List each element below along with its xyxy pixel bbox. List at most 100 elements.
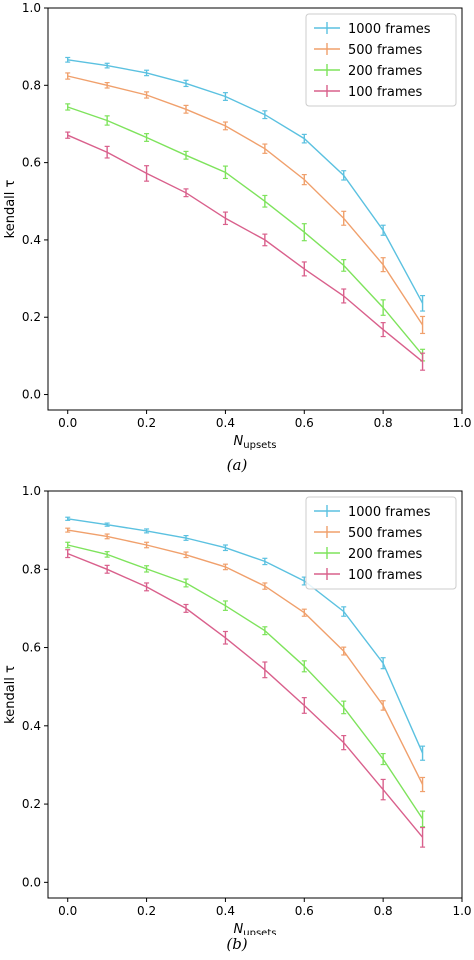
error-bar (104, 115, 110, 126)
error-bar (65, 541, 71, 549)
y-tick-label: 1.0 (22, 1, 41, 15)
error-bar (420, 315, 426, 335)
y-axis-label: kendall τ (3, 179, 18, 238)
legend-item: 500 frames (314, 43, 422, 58)
error-bar (183, 79, 189, 88)
legend-box (305, 496, 457, 590)
error-bar (65, 72, 71, 80)
y-tick-label: 1.0 (22, 485, 41, 498)
error-bar (262, 194, 268, 208)
series-4-b (65, 549, 426, 848)
error-bar (222, 563, 228, 571)
error-bar (380, 299, 386, 316)
error-bar (65, 131, 71, 139)
x-tick-label: 0.4 (216, 416, 235, 430)
axes-frame-b (47, 490, 463, 899)
legend-item: 1000 frames (314, 22, 431, 37)
series-1-a (65, 56, 426, 312)
legend-box (305, 13, 457, 107)
error-bar (380, 657, 386, 670)
x-tick-label: 0.0 (58, 416, 77, 430)
y-tick-label: 0.2 (22, 797, 41, 811)
legend-label: 200 frames (348, 547, 422, 562)
error-bar (144, 133, 150, 142)
error-bar (301, 173, 307, 186)
error-bar (104, 564, 110, 574)
series-4-a (65, 131, 426, 371)
error-bar (65, 56, 71, 63)
series-line (67, 552, 424, 838)
error-bar (183, 603, 189, 613)
error-bar (222, 630, 228, 645)
error-bar (380, 224, 386, 236)
series-line (67, 529, 424, 785)
error-bar (341, 646, 347, 656)
error-bar (380, 322, 386, 338)
x-tick-label: 0.8 (374, 416, 393, 430)
legend-label: 1000 frames (348, 22, 431, 37)
error-bar (301, 223, 307, 242)
error-bar (144, 582, 150, 592)
legend-label: 200 frames (348, 64, 422, 79)
error-bar (144, 565, 150, 573)
error-bar (183, 188, 189, 198)
error-bar (420, 294, 426, 312)
y-axis-label: kendall τ (3, 665, 18, 724)
series-line (67, 106, 424, 356)
series-line (67, 544, 424, 820)
error-bar (183, 535, 189, 541)
error-bar (420, 745, 426, 761)
error-bar (183, 104, 189, 114)
error-bar (65, 527, 71, 533)
error-bar (301, 261, 307, 277)
error-bar (104, 82, 110, 89)
error-bar (65, 516, 71, 521)
chart-panel-a: 0.0 0.2 0.4 0.6 0.8 1.0 0.0 0.2 0.4 0.6 0.8 1.0 Nups… (3, 1, 472, 474)
error-bar (183, 578, 189, 588)
x-tick-label: 0.2 (137, 416, 156, 430)
error-bar (104, 551, 110, 558)
y-tick-label: 0.6 (22, 641, 41, 655)
error-bar (380, 700, 386, 711)
error-bar (341, 734, 347, 751)
legend-item: 200 frames (314, 547, 422, 562)
axes-frame-a (47, 7, 463, 411)
series-2-a (65, 72, 426, 335)
series-1-b (65, 516, 426, 761)
error-bar (262, 110, 268, 120)
error-bar (222, 544, 228, 552)
error-bar (341, 606, 347, 617)
error-bar (222, 92, 228, 101)
chart-b-svg: 0.0 0.2 0.4 0.6 0.8 1.0 0.0 0.2 0.4 0.6 0.8 1.0 Nups… (3, 485, 472, 935)
x-axis-label: Nupsets (234, 922, 277, 935)
error-bar (262, 661, 268, 679)
error-bar (65, 549, 71, 559)
error-bar (262, 557, 268, 566)
x-axis-label: Nupsets (234, 434, 277, 451)
x-tick-label: 0.4 (216, 904, 235, 918)
error-bar (183, 551, 189, 559)
legend-label: 100 frames (348, 85, 422, 100)
error-bar (222, 121, 228, 131)
legend-label: 500 frames (348, 43, 422, 58)
legend-label: 100 frames (348, 568, 422, 583)
error-bar (301, 608, 307, 617)
error-bar (301, 660, 307, 673)
error-bar (341, 210, 347, 226)
y-tick-label: 0.0 (22, 875, 41, 889)
error-bar (104, 145, 110, 159)
error-bar (144, 69, 150, 77)
error-bar (380, 778, 386, 801)
series-line (67, 134, 424, 363)
error-bar (144, 541, 150, 549)
error-bar (301, 697, 307, 714)
x-tick-label: 0.6 (295, 904, 314, 918)
x-tick-label: 1.0 (452, 416, 471, 430)
error-bar (341, 170, 347, 181)
legend-a: 1000 frames 500 frames 200 frames 100 frame… (305, 13, 457, 107)
series-line (67, 518, 424, 754)
error-bar (104, 533, 110, 540)
error-bar (222, 600, 228, 611)
chart-a-svg: 0.0 0.2 0.4 0.6 0.8 1.0 0.0 0.2 0.4 0.6 0.8 1.0 Nups… (3, 1, 472, 451)
legend-item: 500 frames (314, 526, 422, 541)
